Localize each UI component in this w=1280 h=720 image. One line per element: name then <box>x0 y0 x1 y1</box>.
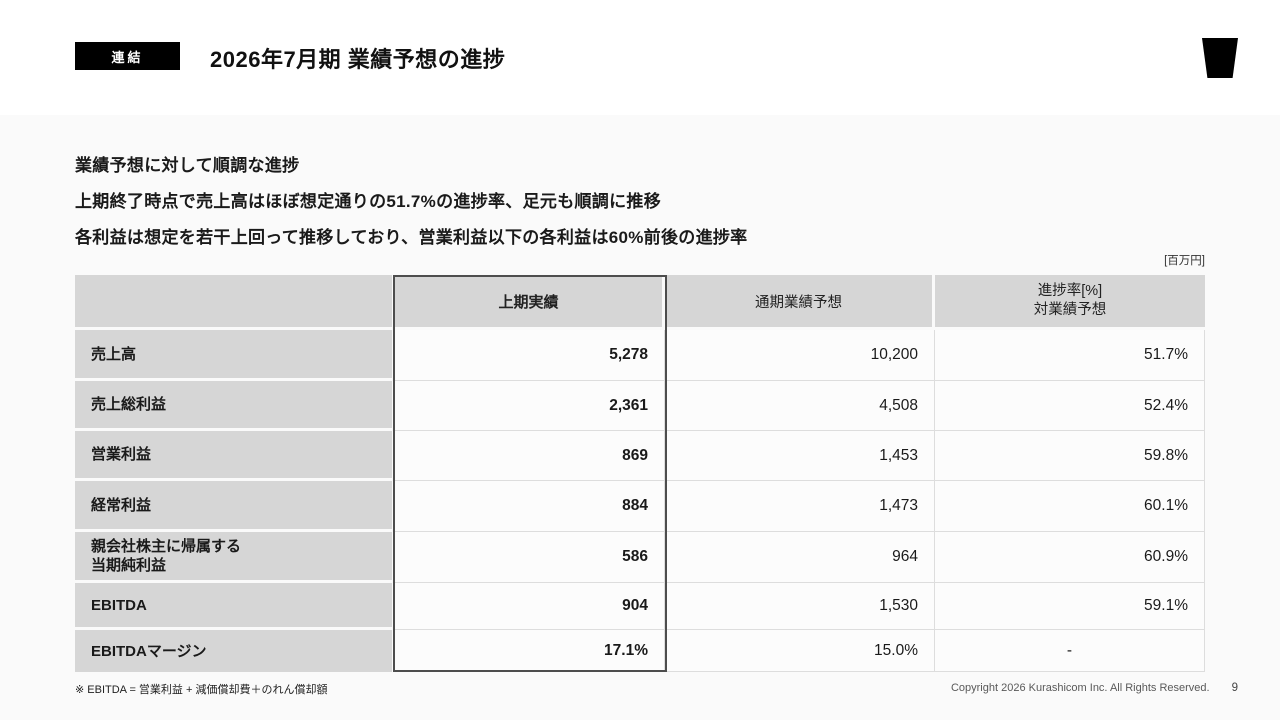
summary-line: 業績予想に対して順調な進捗 <box>75 156 300 175</box>
cell-forecast: 15.0% <box>665 630 935 672</box>
kurashicom-logo-icon <box>1202 38 1238 78</box>
unit-label: [百万円] <box>1164 255 1205 267</box>
consolidated-badge-label: 連結 <box>111 49 144 65</box>
row-label-two-line: 親会社株主に帰属する 当期純利益 <box>91 538 242 574</box>
cell-forecast: 1,473 <box>665 481 935 532</box>
cell-h1-actual: 2,361 <box>395 381 665 431</box>
footer: Copyright 2026 Kurashicom Inc. All Right… <box>951 682 1238 694</box>
row-label: 営業利益 <box>75 431 395 481</box>
summary-text-block: 業績予想に対して順調な進捗 上期終了時点で売上高はほぼ想定通りの51.7%の進捗… <box>75 148 747 256</box>
table-header-empty <box>75 275 395 330</box>
cell-progress: 52.4% <box>935 381 1205 431</box>
cell-h1-actual: 5,278 <box>395 330 665 381</box>
summary-line: 各利益は想定を若干上回って推移しており、営業利益以下の各利益は60%前後の進捗率 <box>75 228 748 247</box>
table-header-progress: 進捗率[%] 対業績予想 <box>935 275 1205 330</box>
page-title: 2026年7月期 業績予想の進捗 <box>210 47 506 72</box>
row-label: EBITDAマージン <box>75 630 395 672</box>
row-label: EBITDA <box>75 583 395 630</box>
table-header-progress-text: 進捗率[%] 対業績予想 <box>1033 283 1107 318</box>
cell-progress: 51.7% <box>935 330 1205 381</box>
cell-forecast: 10,200 <box>665 330 935 381</box>
cell-h1-actual: 17.1% <box>395 630 665 672</box>
summary-line: 上期終了時点で売上高はほぼ想定通りの51.7%の進捗率、足元も順調に推移 <box>75 192 662 211</box>
header-band: 連結 2026年7月期 業績予想の進捗 <box>0 0 1280 115</box>
cell-h1-actual: 586 <box>395 532 665 583</box>
results-table: 上期実績 通期業績予想 進捗率[%] 対業績予想 売上高 5,278 10,20… <box>75 275 1205 672</box>
cell-forecast: 1,453 <box>665 431 935 481</box>
consolidated-badge: 連結 <box>75 42 180 70</box>
ebitda-footnote: ※ EBITDA = 営業利益 + 減価償却費＋のれん償却額 <box>75 684 328 696</box>
table-header-h1-actual: 上期実績 <box>395 275 665 330</box>
cell-forecast: 1,530 <box>665 583 935 630</box>
row-label: 経常利益 <box>75 481 395 532</box>
cell-h1-actual: 904 <box>395 583 665 630</box>
cell-forecast: 964 <box>665 532 935 583</box>
copyright-text: Copyright 2026 Kurashicom Inc. All Right… <box>950 682 1210 694</box>
cell-progress: 59.1% <box>935 583 1205 630</box>
cell-progress: 59.8% <box>935 431 1205 481</box>
page-number: 9 <box>1231 682 1238 694</box>
cell-forecast: 4,508 <box>665 381 935 431</box>
cell-progress: 60.9% <box>935 532 1205 583</box>
row-label: 親会社株主に帰属する 当期純利益 <box>75 532 395 583</box>
row-label: 売上総利益 <box>75 381 395 431</box>
cell-h1-actual: 884 <box>395 481 665 532</box>
table-header-forecast: 通期業績予想 <box>665 275 935 330</box>
cell-h1-actual: 869 <box>395 431 665 481</box>
cell-progress: - <box>935 630 1205 672</box>
cell-progress: 60.1% <box>935 481 1205 532</box>
row-label: 売上高 <box>75 330 395 381</box>
